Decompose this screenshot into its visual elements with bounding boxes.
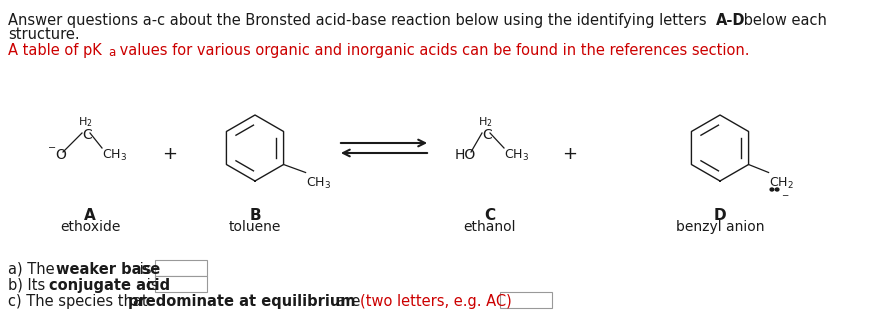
Text: B: B [249,208,260,223]
Text: c) The species that: c) The species that [8,294,153,309]
Text: ethoxide: ethoxide [60,220,120,234]
Text: H$_2$: H$_2$ [78,115,93,129]
Text: below each: below each [739,13,827,28]
Text: $^{-}$: $^{-}$ [780,193,789,206]
Text: H$_2$: H$_2$ [478,115,492,129]
Text: +: + [562,145,577,163]
Text: a) The: a) The [8,262,59,277]
Bar [155,276,207,292]
Text: O: O [55,148,66,162]
Text: conjugate acid: conjugate acid [49,278,170,293]
Text: C: C [482,128,491,142]
Text: A-D: A-D [716,13,746,28]
Text: CH$_3$: CH$_3$ [504,148,529,163]
Text: A table of pK: A table of pK [8,43,102,58]
Text: C: C [82,128,92,142]
Text: a: a [108,46,115,59]
Text: (two letters, e.g. AC): (two letters, e.g. AC) [360,294,512,309]
Text: are: are [332,294,365,309]
Text: weaker base: weaker base [56,262,161,277]
Text: D: D [714,208,726,223]
Text: CH$_3$: CH$_3$ [306,175,331,191]
Text: values for various organic and inorganic acids can be found in the references se: values for various organic and inorganic… [115,43,749,58]
Text: structure.: structure. [8,27,79,42]
Text: C: C [484,208,496,223]
Text: $^{-}$: $^{-}$ [47,144,56,158]
Text: Answer questions a-c about the Bronsted acid-base reaction below using the ident: Answer questions a-c about the Bronsted … [8,13,711,28]
Text: benzyl anion: benzyl anion [676,220,764,234]
Text: is: is [142,278,159,293]
Text: toluene: toluene [229,220,281,234]
Text: +: + [162,145,177,163]
Text: predominate at equilibrium: predominate at equilibrium [128,294,356,309]
Text: ethanol: ethanol [464,220,516,234]
Bar [155,260,207,276]
Text: HO: HO [455,148,476,162]
Text: A: A [84,208,95,223]
Text: b) Its: b) Its [8,278,50,293]
Bar [500,292,552,308]
Text: is: is [135,262,152,277]
Text: CH$_3$: CH$_3$ [102,148,128,163]
Text: CH$_2$: CH$_2$ [769,175,794,191]
